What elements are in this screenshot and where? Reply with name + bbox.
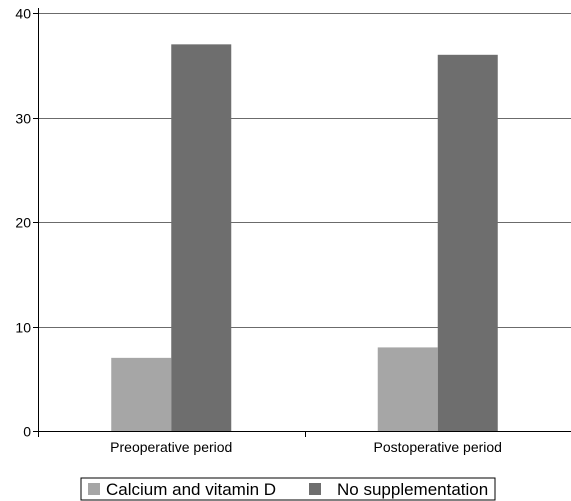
legend-label-no-supplementation: No supplementation [337,480,488,499]
category-labels: Preoperative period Postoperative period [110,439,502,455]
x-category-label-preoperative-period: Preoperative period [110,439,232,455]
y-tick-label-10: 10 [15,320,31,336]
legend-frame [80,477,496,501]
bars [111,44,498,432]
y-tick-label-20: 20 [15,215,31,231]
legend-swatch-calcium-and-vitamin-d [88,483,100,495]
y-tick-label-0: 0 [23,424,31,440]
bar-calcium-and-vitamin-d-postoperative-period [377,347,438,431]
x-category-label-postoperative-period: Postoperative period [374,439,502,455]
y-tick-label-30: 30 [15,111,31,127]
legend-swatch-no-supplementation [309,483,321,495]
bar-no-supplementation-postoperative-period [437,54,498,432]
bar-no-supplementation-preoperative-period [171,44,232,431]
legend-label-calcium-and-vitamin-d: Calcium and vitamin D [106,480,276,499]
legend: Calcium and vitamin D No supplementation [80,477,496,501]
bar-calcium-and-vitamin-d-preoperative-period [111,357,172,431]
y-tick-labels: 0 10 20 30 40 [15,6,31,440]
y-tick-label-40: 40 [15,6,31,22]
axes [33,8,571,437]
